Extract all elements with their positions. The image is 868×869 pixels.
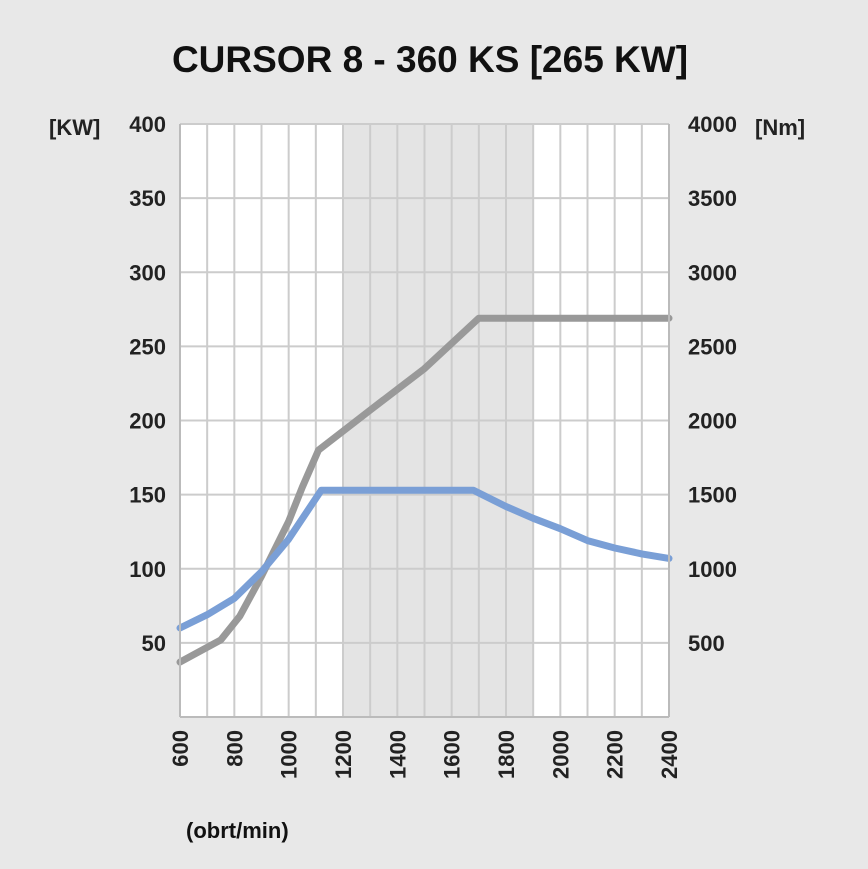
y-left-unit-label: [KW] (49, 115, 100, 140)
x-tick-label: 1200 (331, 730, 356, 779)
y-right-tick-label: 1000 (688, 557, 737, 582)
y-left-tick-label: 300 (129, 260, 166, 285)
plot-area (176, 123, 673, 718)
y-left-tick-label: 100 (129, 557, 166, 582)
y-right-tick-label: 1500 (688, 483, 737, 508)
y-right-tick-label: 2500 (688, 334, 737, 359)
y-right-tick-label: 3000 (688, 260, 737, 285)
x-tick-label: 1800 (494, 730, 519, 779)
x-tick-label: 1000 (277, 730, 302, 779)
y-right-tick-label: 3500 (688, 186, 737, 211)
y-left-tick-label: 250 (129, 334, 166, 359)
x-tick-label: 2200 (603, 730, 628, 779)
y-right-tick-label: 2000 (688, 409, 737, 434)
y-right-tick-label: 4000 (688, 112, 737, 137)
x-axis-label: (obrt/min) (186, 818, 289, 843)
x-tick-label: 600 (168, 730, 193, 767)
power-series-line (176, 314, 673, 666)
torque-series-line (176, 486, 673, 632)
y-right-tick-label: 500 (688, 631, 725, 656)
x-tick-label: 2000 (548, 730, 573, 779)
axes: 50 100 150 200 250 300 350 400 500 1000 1500 2000 25… (129, 112, 737, 779)
y-left-tick-label: 400 (129, 112, 166, 137)
chart-title: CURSOR 8 - 360 KS [265 KW] (172, 39, 688, 80)
x-tick-label: 1400 (385, 730, 410, 779)
y-left-tick-label: 150 (129, 483, 166, 508)
x-tick-label: 1600 (440, 730, 465, 779)
y-left-tick-label: 50 (142, 631, 166, 656)
y-right-unit-label: [Nm] (755, 115, 805, 140)
x-tick-label: 800 (222, 730, 247, 767)
y-left-tick-label: 200 (129, 409, 166, 434)
y-left-tick-label: 350 (129, 186, 166, 211)
x-tick-label: 2400 (657, 730, 682, 779)
